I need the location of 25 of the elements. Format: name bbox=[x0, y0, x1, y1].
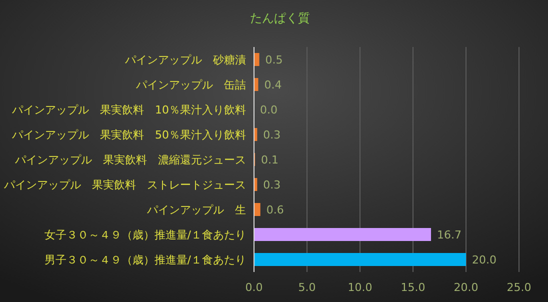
category: 女子３０～４９（歳）推進量/１食あたり bbox=[44, 228, 246, 242]
value-label: 0.6 bbox=[266, 204, 284, 216]
xtick: 10.0 bbox=[348, 281, 372, 294]
value-label: 0.4 bbox=[264, 78, 282, 92]
xtick: 20.0 bbox=[454, 281, 478, 294]
xtick: 5.0 bbox=[298, 281, 316, 294]
category: パインアップル 果実飲料 ストレートジュース bbox=[4, 178, 246, 192]
title: たんぱく質 bbox=[250, 11, 310, 25]
category: パインアップル 果実飲料 濃縮還元ジュース bbox=[15, 154, 246, 166]
value-label: 0.0 bbox=[260, 104, 278, 116]
value-label: 16.7 bbox=[437, 228, 462, 242]
value-label: 0.1 bbox=[261, 154, 279, 166]
category: 男子３０～４９（歳）推進量/１食あたり bbox=[44, 254, 246, 266]
value-label: 20.0 bbox=[472, 254, 496, 266]
xtick: 25.0 bbox=[506, 281, 532, 294]
xtick: 15.0 bbox=[400, 281, 426, 294]
xtick: 0.0 bbox=[245, 281, 263, 294]
value-label: 0.3 bbox=[263, 128, 281, 142]
category: パインアップル 砂糖漬 bbox=[125, 54, 246, 66]
category: パインアップル 果実飲料 10％果汁入り飲料 bbox=[12, 104, 246, 116]
category: パインアップル 果実飲料 50％果汁入り飲料 bbox=[12, 128, 246, 142]
category: パインアップル 生 bbox=[147, 204, 246, 216]
category: パインアップル 缶詰 bbox=[136, 78, 246, 92]
value-label: 0.5 bbox=[265, 54, 283, 66]
value-label: 0.3 bbox=[263, 178, 281, 192]
